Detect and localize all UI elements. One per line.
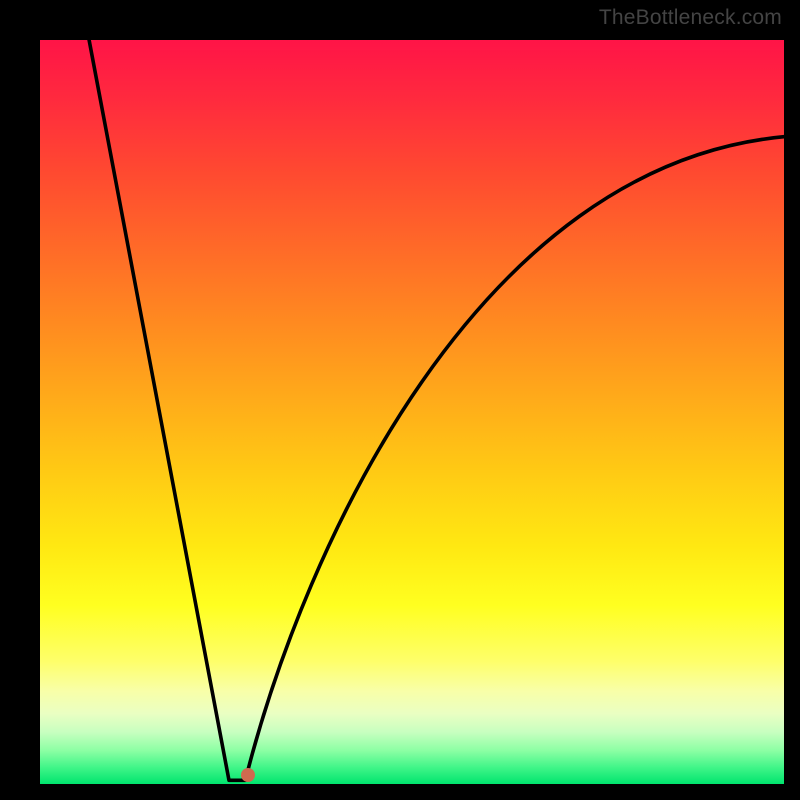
watermark-text: TheBottleneck.com	[599, 6, 782, 30]
chart-frame	[12, 12, 788, 788]
bottleneck-curve	[40, 40, 784, 784]
optimal-point-marker	[241, 768, 255, 782]
plot-area	[40, 40, 784, 784]
